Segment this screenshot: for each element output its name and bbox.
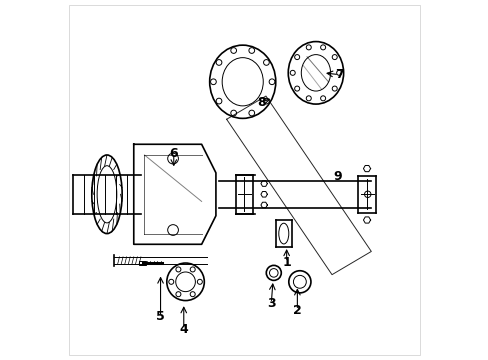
Circle shape <box>263 60 269 65</box>
Text: 3: 3 <box>266 297 275 310</box>
Text: 1: 1 <box>282 256 290 269</box>
Circle shape <box>197 279 202 284</box>
Circle shape <box>331 55 337 60</box>
Circle shape <box>305 96 311 101</box>
Circle shape <box>230 110 236 116</box>
Text: 2: 2 <box>292 304 301 317</box>
Circle shape <box>294 55 299 60</box>
Circle shape <box>290 70 295 75</box>
Circle shape <box>294 86 299 91</box>
Circle shape <box>320 96 325 101</box>
Circle shape <box>268 79 274 85</box>
Circle shape <box>336 70 341 75</box>
Circle shape <box>176 292 181 297</box>
Circle shape <box>263 98 269 104</box>
Circle shape <box>230 48 236 53</box>
Text: 7: 7 <box>334 68 343 81</box>
Circle shape <box>210 79 216 85</box>
Circle shape <box>305 45 311 50</box>
Circle shape <box>320 45 325 50</box>
Circle shape <box>190 292 195 297</box>
Circle shape <box>248 48 254 53</box>
Text: 8: 8 <box>257 96 265 109</box>
Text: 6: 6 <box>169 147 178 160</box>
Circle shape <box>216 60 222 65</box>
Text: 9: 9 <box>332 170 341 183</box>
Circle shape <box>168 279 173 284</box>
Circle shape <box>248 110 254 116</box>
Circle shape <box>331 86 337 91</box>
Circle shape <box>216 98 222 104</box>
Circle shape <box>176 267 181 272</box>
Bar <box>139 261 145 265</box>
Text: 5: 5 <box>156 310 164 323</box>
Text: 4: 4 <box>179 323 188 336</box>
Circle shape <box>190 267 195 272</box>
